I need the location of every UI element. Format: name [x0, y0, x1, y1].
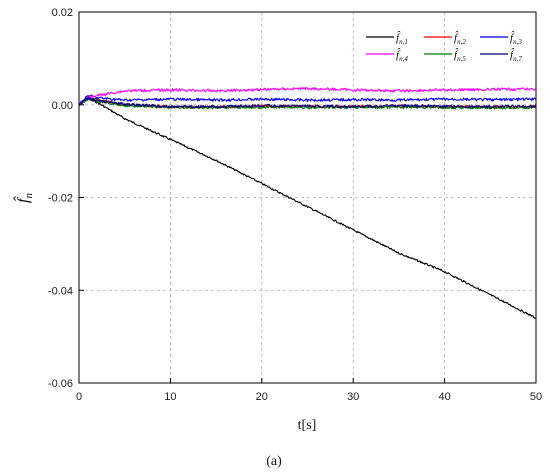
legend-item: f̂n,1	[366, 31, 408, 46]
series-line-n-4	[78, 86, 537, 107]
series-line-n-3	[78, 94, 537, 107]
legend-item: f̂n,4	[366, 48, 408, 63]
legend-label: f̂n,3	[510, 31, 522, 46]
x-tick-label: 10	[164, 391, 176, 403]
legend-label: f̂n,2	[454, 31, 466, 46]
legend-label: f̂n,1	[396, 31, 408, 46]
legend: f̂n,1 f̂n,2 f̂n,3 f̂n,4 f̂n,5 f̂n,7	[366, 31, 522, 63]
tick-labels: 0 10 20 30 40 50 0.02 0.00 -0.02 -0.04 -0.06	[48, 7, 542, 403]
x-axis-label: t[s]	[298, 418, 317, 433]
figure-caption: (a)	[266, 454, 282, 469]
y-axis-label: f̂n	[13, 193, 35, 203]
legend-item: f̂n,7	[480, 48, 522, 63]
x-tick-label: 0	[76, 391, 82, 403]
y-tick-label: 0.02	[52, 7, 73, 19]
svg-text:f̂n: f̂n	[13, 193, 35, 203]
legend-item: f̂n,5	[424, 48, 466, 63]
x-tick-label: 30	[347, 391, 359, 403]
x-tick-label: 40	[438, 391, 450, 403]
y-axis-label-sub: n	[23, 193, 35, 199]
legend-label: f̂n,7	[510, 48, 522, 63]
y-tick-label: -0.04	[48, 285, 73, 297]
grid	[79, 12, 536, 383]
legend-item: f̂n,2	[424, 31, 466, 46]
legend-item: f̂n,3	[480, 31, 522, 46]
series-lines	[78, 86, 537, 319]
x-tick-label: 20	[256, 391, 268, 403]
y-tick-label: -0.02	[48, 193, 73, 205]
x-tick-label: 50	[530, 391, 542, 403]
series-line-n-5	[78, 97, 537, 110]
y-tick-label: 0.00	[52, 100, 73, 112]
y-tick-label: -0.06	[48, 378, 73, 390]
plot-frame	[78, 11, 537, 384]
y-axis-label-main: f̂	[13, 196, 32, 203]
legend-label: f̂n,4	[396, 48, 408, 63]
series-line-n-7	[78, 96, 537, 109]
series-line-n-1	[78, 98, 537, 319]
legend-label: f̂n,5	[454, 48, 466, 63]
